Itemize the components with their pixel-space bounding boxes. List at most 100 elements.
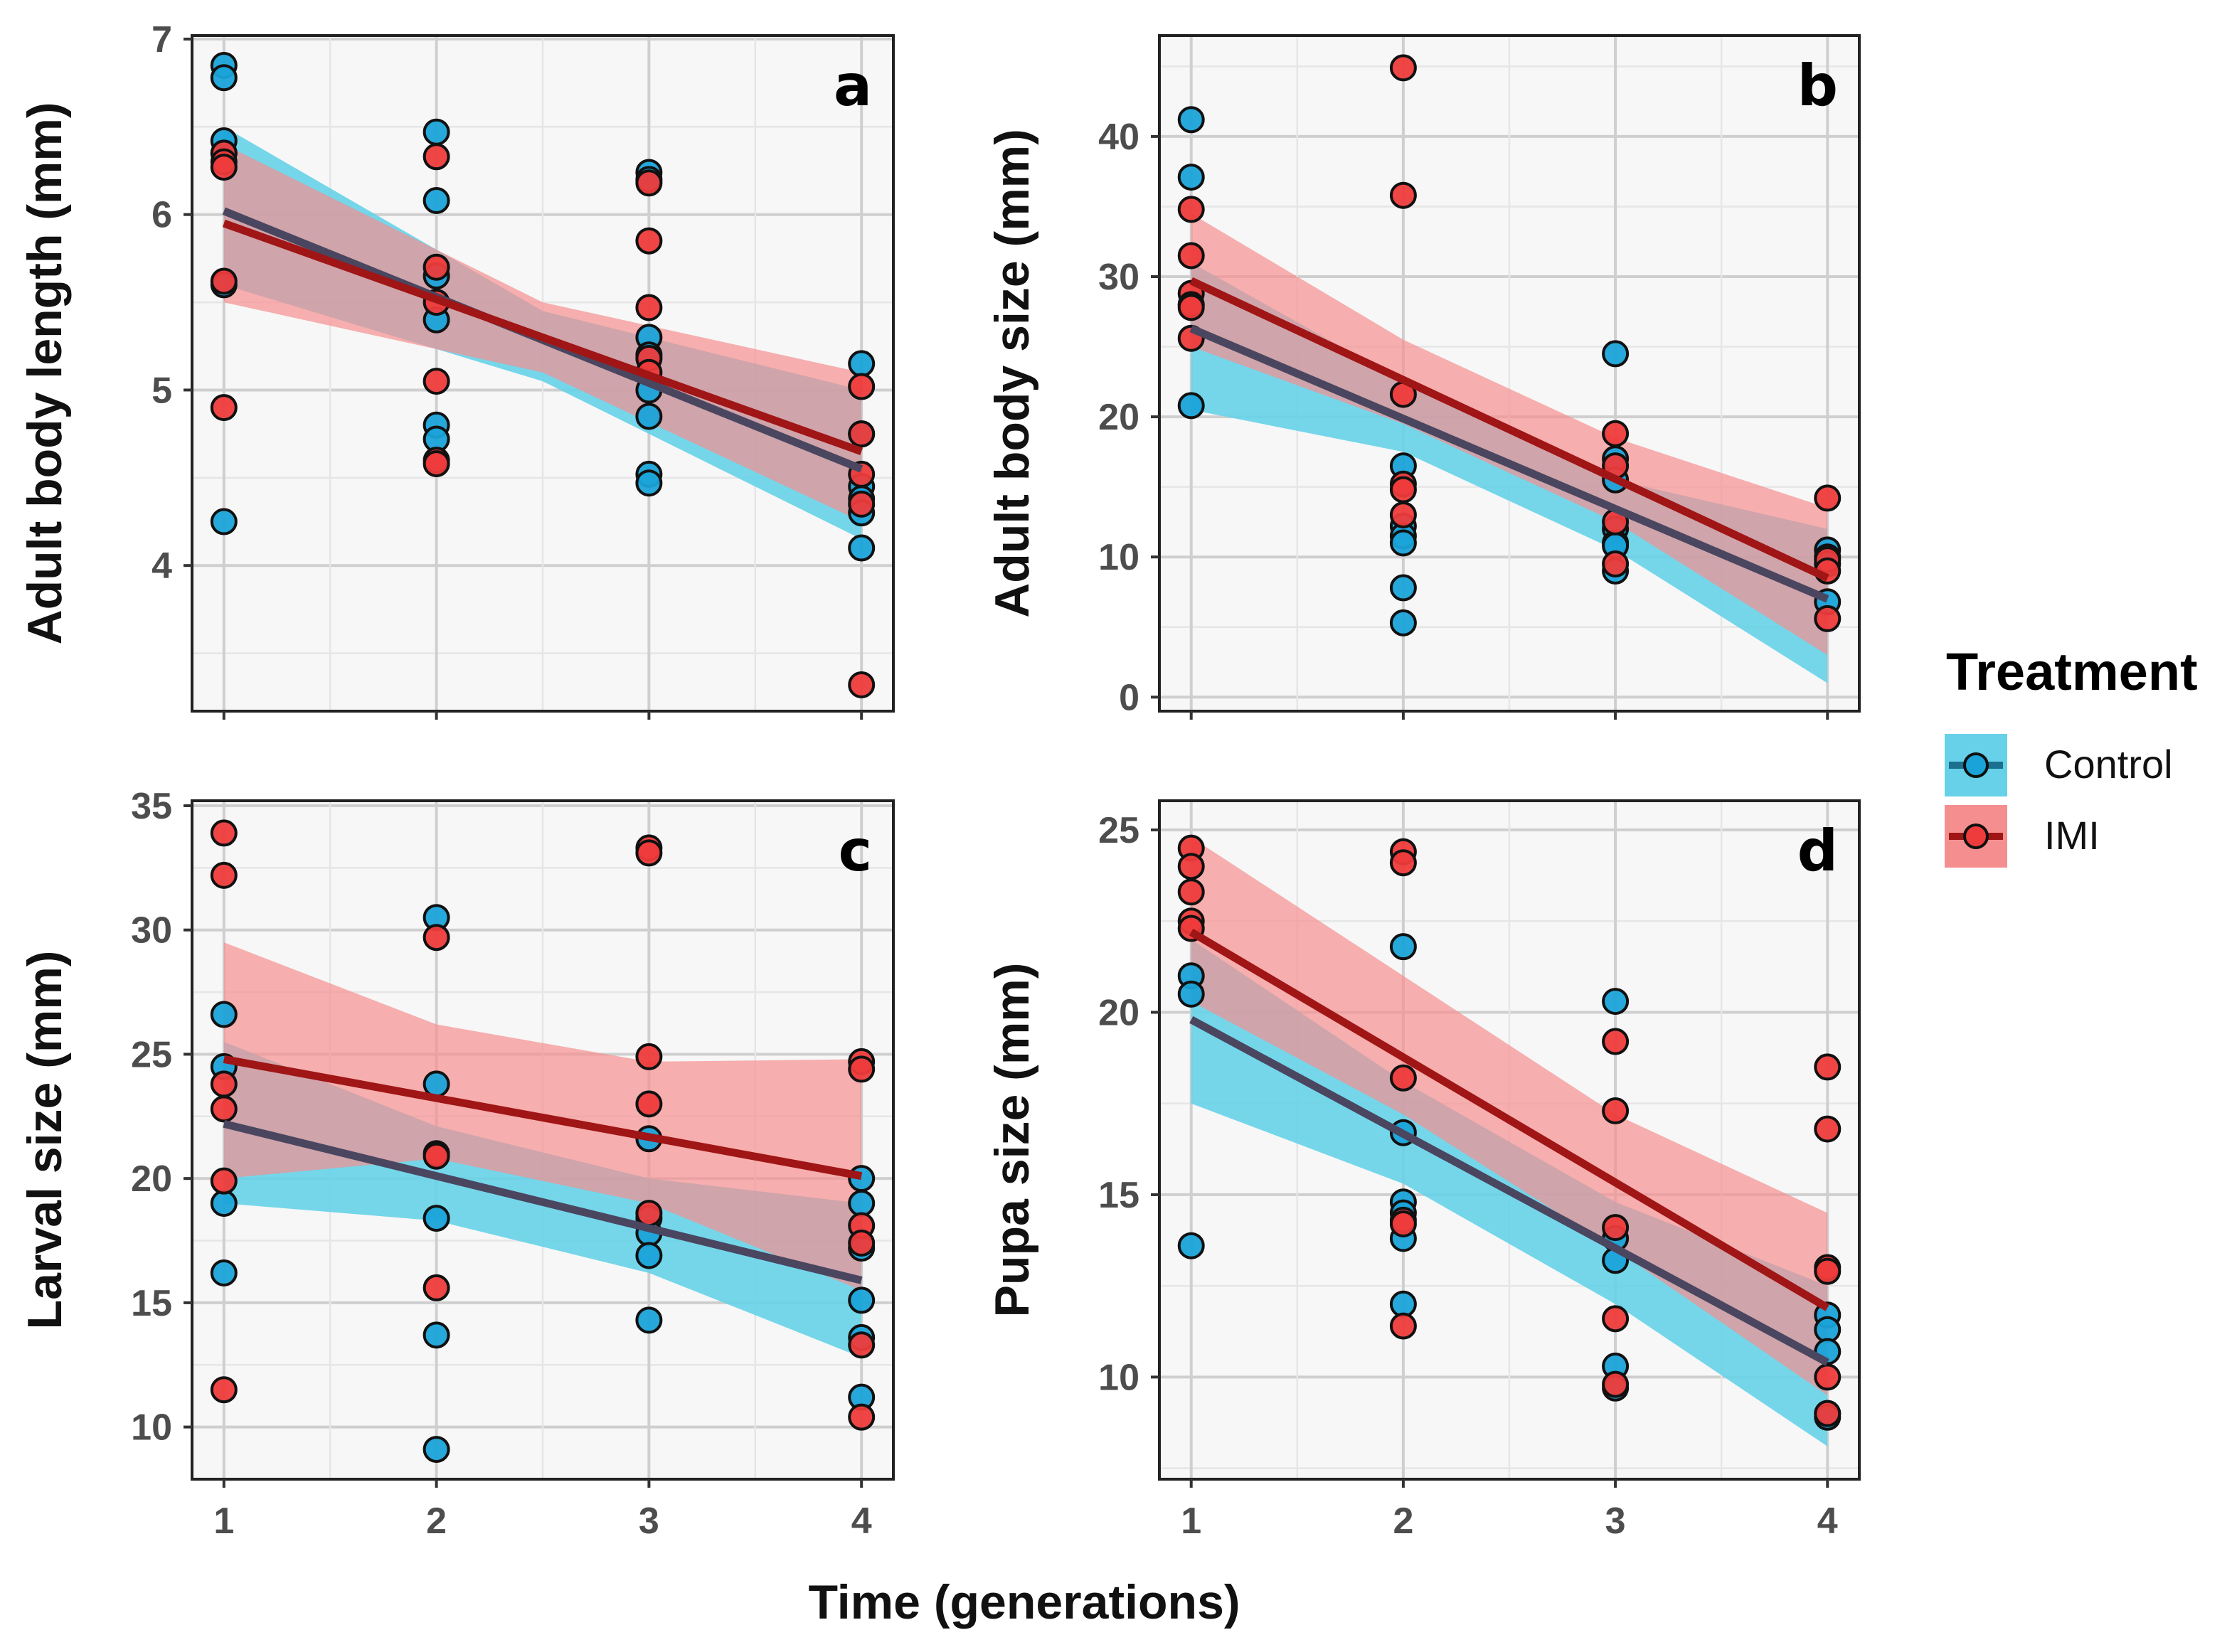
legend-entry-control: [1945, 734, 2007, 796]
data-point-imi: [848, 1403, 876, 1431]
data-point-imi: [848, 671, 876, 698]
panel-border: [191, 799, 895, 1481]
y-tick-label: 15: [1098, 1175, 1139, 1216]
y-tick-label: 10: [1098, 537, 1139, 578]
data-point-imi: [848, 420, 876, 448]
data-point-imi: [1177, 196, 1205, 223]
data-point-imi: [1814, 1400, 1842, 1427]
data-point-imi: [1177, 294, 1205, 321]
data-point-imi: [423, 924, 450, 952]
y-tick-label: 30: [131, 910, 172, 952]
fit-line-control: [1189, 324, 1829, 603]
data-point-imi: [1814, 1115, 1842, 1143]
x-tick-label: 2: [426, 1501, 447, 1542]
data-point-control: [210, 64, 238, 92]
data-point-imi: [1814, 1363, 1842, 1391]
y-tick-label: 35: [131, 786, 172, 827]
data-point-control: [635, 403, 663, 430]
data-point-control: [848, 534, 876, 562]
data-point-control: [210, 508, 238, 535]
data-point-imi: [635, 1043, 663, 1070]
data-point-imi: [1602, 420, 1630, 447]
data-point-control: [1389, 609, 1417, 636]
data-point-imi: [1814, 484, 1842, 512]
data-point-control: [210, 1259, 238, 1286]
fit-line-imi: [223, 1055, 863, 1181]
data-point-imi: [210, 861, 238, 889]
data-point-control: [423, 1436, 450, 1464]
data-point-control: [210, 1190, 238, 1217]
panel-border: [1158, 34, 1861, 713]
data-point-imi: [1814, 1257, 1842, 1285]
y-tick-label: 20: [1098, 397, 1139, 438]
data-point-control: [423, 1321, 450, 1349]
x-tick-label: 3: [639, 1501, 659, 1542]
data-point-control: [210, 1001, 238, 1028]
data-point-imi: [210, 819, 238, 847]
panel-label: d: [1797, 818, 1838, 884]
y-tick-label: 40: [1098, 117, 1139, 158]
data-point-imi: [423, 1274, 450, 1301]
y-tick-label: 4: [152, 545, 172, 587]
data-point-imi: [1177, 878, 1205, 906]
data-point-imi: [848, 490, 876, 518]
data-point-imi: [1602, 1214, 1630, 1242]
y-tick-label: 30: [1098, 257, 1139, 298]
data-point-imi: [1177, 853, 1205, 880]
y-axis-title: Adult body size (mm): [985, 129, 1039, 618]
x-tick-label: 4: [1817, 1501, 1838, 1542]
data-point-control: [635, 1242, 663, 1269]
data-point-imi: [635, 294, 663, 321]
data-point-imi: [1389, 181, 1417, 209]
data-point-control: [1177, 1232, 1205, 1259]
panel-c: 10 15 20 25 30 35 1 2 3 4 c Larval size (mm): [18, 786, 895, 1542]
data-point-imi: [848, 1331, 876, 1359]
data-point-control: [848, 1286, 876, 1314]
y-tick-label: 5: [152, 370, 172, 411]
data-point-control: [423, 1070, 450, 1098]
panel-label: c: [839, 818, 872, 884]
data-point-control: [1389, 574, 1417, 602]
y-tick-label: 7: [152, 19, 172, 60]
data-point-imi: [1814, 604, 1842, 632]
data-point-imi: [1389, 1312, 1417, 1340]
data-point-imi: [1602, 550, 1630, 578]
data-point-control: [1177, 392, 1205, 420]
data-point-control: [848, 350, 876, 378]
y-tick-label: 20: [131, 1158, 172, 1200]
data-point-imi: [1602, 1305, 1630, 1333]
data-point-imi: [423, 368, 450, 395]
data-point-control: [635, 469, 663, 497]
data-point-control: [423, 1205, 450, 1232]
y-tick-label: 25: [1098, 810, 1139, 851]
data-point-imi: [635, 227, 663, 255]
fit-line-control: [223, 1119, 863, 1284]
data-point-imi: [1602, 1097, 1630, 1124]
data-point-imi: [210, 1095, 238, 1123]
fit-line-imi: [222, 219, 863, 455]
data-point-imi: [423, 450, 450, 478]
legend-title: Treatment: [1946, 642, 2198, 701]
y-tick-label: 10: [1098, 1357, 1139, 1398]
data-point-control: [1389, 933, 1417, 961]
data-point-control: [635, 1306, 663, 1334]
legend-entry-imi: [1945, 805, 2007, 868]
data-point-imi: [1602, 1028, 1630, 1055]
data-point-imi: [210, 1376, 238, 1404]
data-point-imi: [848, 1230, 876, 1257]
data-point-imi: [423, 143, 450, 171]
data-point-control: [1177, 164, 1205, 191]
data-point-imi: [1602, 1370, 1630, 1398]
x-tick-label: 2: [1393, 1501, 1413, 1542]
data-point-control: [848, 1190, 876, 1217]
panel-b: 0 10 20 30 40 b Adult body size (mm): [985, 34, 1861, 720]
y-tick-label: 25: [131, 1034, 172, 1075]
data-point-imi: [210, 1070, 238, 1098]
panel-border: [191, 34, 895, 713]
panel-label: a: [834, 53, 872, 119]
panel-a: 4 5 6 7 a Adult body length (mm): [18, 19, 895, 720]
confidence-band-imi: [223, 144, 862, 522]
data-point-imi: [1389, 1064, 1417, 1092]
data-point-imi: [210, 154, 238, 181]
